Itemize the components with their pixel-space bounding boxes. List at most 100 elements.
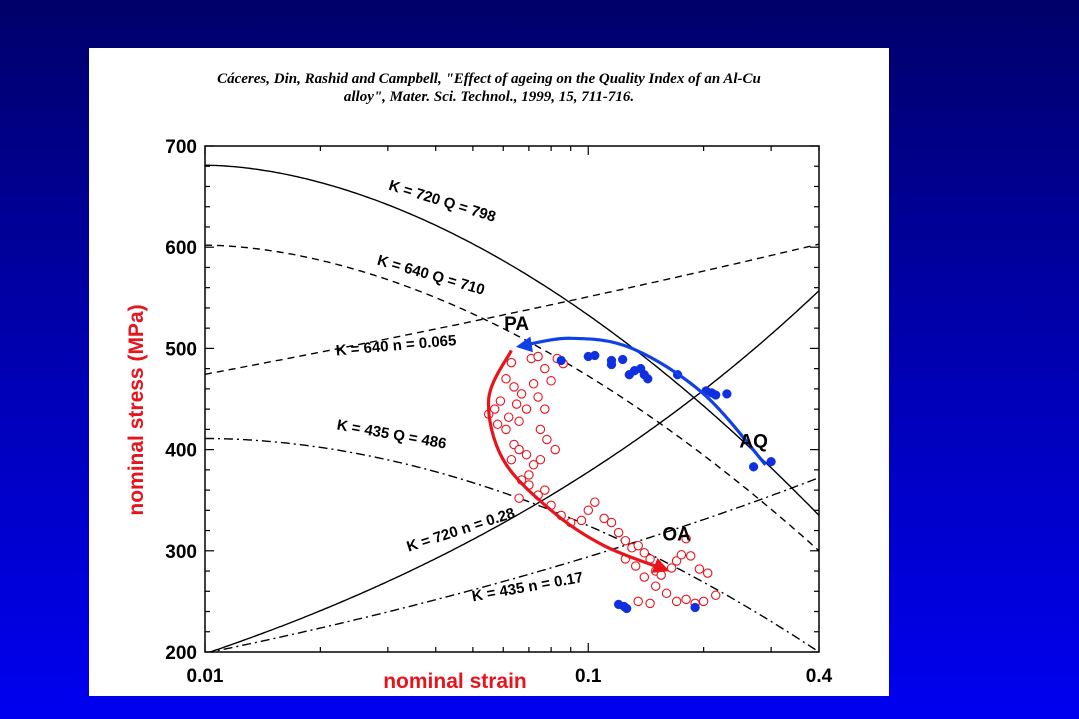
open-data-point	[501, 374, 511, 384]
region-label-aq: AQ	[739, 432, 768, 453]
open-data-point	[533, 351, 543, 362]
reference-curves	[205, 164, 819, 652]
open-data-point	[710, 590, 721, 601]
open-data-point	[630, 561, 641, 571]
open-data-point	[681, 594, 691, 605]
y-tick-label: 400	[165, 441, 197, 462]
curve-3	[205, 437, 819, 652]
curve-5	[205, 243, 819, 375]
open-data-point	[528, 379, 539, 389]
open-data-point	[506, 454, 517, 465]
curve-labels: K = 720 Q = 798 K = 640 Q = 710 K = 435 Q …	[335, 177, 584, 605]
open-data-point	[590, 497, 600, 507]
open-data-point	[521, 404, 532, 414]
trend-arrows	[486, 336, 767, 573]
open-data-point	[542, 434, 552, 445]
filled-data-point	[766, 457, 776, 467]
plot-frame	[204, 145, 820, 653]
curve-label: K = 720 Q = 798	[387, 177, 498, 226]
open-data-point	[702, 568, 713, 578]
open-data-point	[524, 470, 534, 480]
filled-data-point	[618, 354, 628, 365]
filled-data-point	[606, 359, 617, 370]
filled-data-point	[711, 390, 721, 400]
open-data-point	[633, 596, 643, 607]
open-data-point	[698, 596, 709, 607]
citation-line-2: alloy", Mater. Sci. Technol., 1999, 15, …	[343, 89, 635, 105]
open-data-point	[676, 550, 687, 560]
filled-data-point	[748, 462, 759, 472]
open-data-point	[633, 540, 643, 551]
axis-ticks	[204, 145, 820, 653]
open-data-point	[495, 396, 506, 406]
curve-label: K = 640 Q = 710	[375, 252, 486, 299]
curve-6	[207, 477, 819, 652]
open-data-point	[503, 412, 514, 422]
open-data-point	[501, 424, 511, 435]
open-data-point	[685, 551, 696, 561]
filled-data-point	[556, 355, 566, 366]
figure-panel: Cáceres, Din, Rashid and Campbell, "Effe…	[89, 48, 889, 696]
curve-1	[205, 164, 819, 516]
curve-label: K = 640 n = 0.065	[335, 332, 457, 359]
stress-strain-plot: 200 300 400 500 600 700 0.01 0.1 0.4 K = 720 Q =…	[125, 137, 833, 693]
open-data-point	[606, 517, 617, 528]
y-tick-label: 300	[165, 542, 197, 563]
open-data-point	[583, 505, 594, 516]
curve-label: K = 720 n = 0.28	[405, 505, 517, 556]
open-data-point	[650, 581, 661, 591]
open-data-point	[533, 392, 543, 402]
open-data-point	[535, 424, 546, 435]
open-data-point	[681, 533, 691, 544]
open-data-point	[546, 376, 556, 386]
open-data-point	[514, 444, 524, 455]
open-data-point	[540, 404, 550, 414]
open-data-point	[639, 548, 650, 558]
curve-2	[205, 244, 819, 552]
curve-label: K = 435 Q = 486	[336, 417, 448, 453]
open-data-point	[671, 556, 682, 566]
open-data-point	[645, 598, 655, 609]
x-axis-title: nominal strain	[383, 670, 527, 693]
region-labels: PA AQ OA	[504, 314, 768, 546]
y-tick-label: 200	[165, 643, 197, 664]
open-data-point	[535, 454, 546, 465]
open-data-point	[514, 416, 524, 427]
data-points	[483, 350, 776, 614]
region-label-pa: PA	[504, 314, 529, 335]
open-data-point	[509, 382, 519, 392]
open-data-point	[694, 564, 705, 574]
open-data-point	[620, 535, 631, 546]
open-data-point	[492, 419, 503, 430]
open-data-point	[516, 389, 527, 399]
open-data-point	[661, 588, 672, 599]
open-data-point	[506, 357, 517, 368]
filled-data-point	[690, 602, 700, 613]
region-label-oa: OA	[662, 525, 691, 546]
open-data-point	[671, 596, 682, 607]
tick-labels: 200 300 400 500 600 700 0.01 0.1 0.4	[165, 137, 832, 687]
red-trend-arrow	[486, 349, 670, 573]
filled-data-point	[590, 350, 600, 361]
open-data-point	[550, 444, 560, 455]
filled-data-point	[622, 603, 632, 614]
filled-data-point	[643, 374, 653, 384]
citation-caption: Cáceres, Din, Rashid and Campbell, "Effe…	[89, 70, 889, 106]
y-tick-label: 500	[165, 339, 197, 360]
citation-line-1: Cáceres, Din, Rashid and Campbell, "Effe…	[217, 71, 761, 87]
y-tick-label: 600	[165, 238, 197, 259]
open-data-point	[599, 513, 609, 524]
curve-4	[208, 290, 819, 652]
x-tick-label: 0.1	[575, 666, 602, 687]
open-data-point	[540, 485, 550, 495]
open-data-point	[540, 363, 550, 374]
blue-trend-arrow	[515, 336, 767, 466]
open-data-point	[613, 527, 624, 538]
x-tick-label: 0.4	[806, 666, 833, 687]
open-data-point	[521, 449, 532, 460]
open-data-point	[576, 515, 587, 526]
x-tick-label: 0.01	[187, 666, 224, 687]
open-data-point	[514, 493, 524, 503]
y-axis-title: nominal stress (MPa)	[125, 304, 148, 515]
open-data-point	[511, 399, 522, 409]
